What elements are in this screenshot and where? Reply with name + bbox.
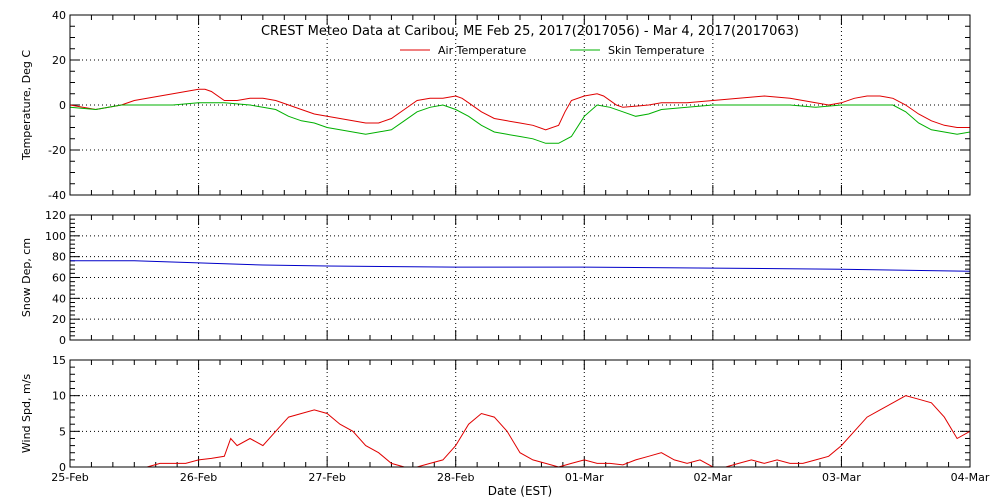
panel-frame <box>69 359 971 468</box>
y-axis-label: Temperature, Deg C <box>20 50 33 161</box>
x-tick-label: 26-Feb <box>180 471 217 484</box>
legend-label: Skin Temperature <box>608 44 705 57</box>
y-axis-label: Snow Dep, cm <box>20 238 33 317</box>
y-tick-label: 0 <box>59 99 66 112</box>
x-tick-label: 27-Feb <box>308 471 345 484</box>
air-temperature-line <box>70 88 970 131</box>
chart-title: CREST Meteo Data at Caribou, ME Feb 25, … <box>261 24 799 39</box>
y-tick-label: 80 <box>52 251 66 264</box>
y-tick-label: 60 <box>52 272 66 285</box>
series-line <box>146 395 970 467</box>
y-tick-label: 0 <box>59 334 66 347</box>
y-axis-label: Wind Spd, m/s <box>20 374 33 454</box>
x-axis-label: Date (EST) <box>488 484 552 498</box>
x-tick-label: 04-Mar <box>951 471 990 484</box>
x-tick-label: 28-Feb <box>437 471 474 484</box>
y-tick-label: 5 <box>59 425 66 438</box>
y-tick-label: -20 <box>48 144 66 157</box>
y-tick-label: 120 <box>45 209 66 222</box>
legend-label: Air Temperature <box>438 44 527 57</box>
y-tick-label: 40 <box>52 9 66 22</box>
y-tick-label: 0 <box>59 461 66 474</box>
x-tick-label: 02-Mar <box>693 471 732 484</box>
y-tick-label: 100 <box>45 230 66 243</box>
series-line <box>70 260 970 272</box>
x-tick-label: 25-Feb <box>51 471 88 484</box>
skin-temperature-line <box>70 102 970 144</box>
y-tick-label: 20 <box>52 313 66 326</box>
panel-frame <box>69 14 971 196</box>
y-tick-label: 15 <box>52 354 66 367</box>
y-tick-label: -40 <box>48 189 66 202</box>
x-tick-label: 01-Mar <box>565 471 604 484</box>
panel-frame <box>69 214 971 341</box>
y-tick-label: 40 <box>52 292 66 305</box>
x-tick-label: 03-Mar <box>822 471 861 484</box>
y-tick-label: 10 <box>52 390 66 403</box>
y-tick-label: 20 <box>52 54 66 67</box>
